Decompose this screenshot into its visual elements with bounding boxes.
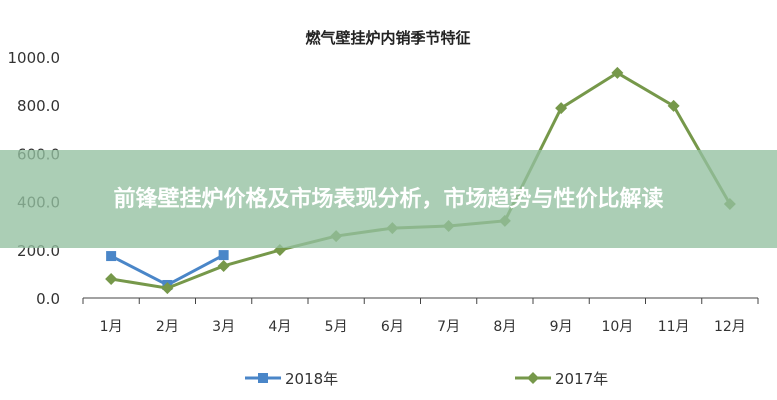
banner-text: 前锋壁挂炉价格及市场表现分析，市场趋势与性价比解读: [113, 186, 664, 212]
chart-title: 燃气壁挂炉内销季节特征: [305, 29, 470, 47]
x-tick-label: 1月: [100, 319, 123, 335]
data-point: [106, 251, 117, 262]
y-tick-label: 1000.0: [8, 49, 61, 67]
x-tick-label: 4月: [268, 319, 291, 335]
title-banner: 前锋壁挂炉价格及市场表现分析，市场趋势与性价比解读: [0, 150, 777, 248]
x-tick-label: 9月: [550, 319, 573, 335]
x-tick-label: 12月: [714, 319, 746, 335]
legend-marker: [258, 373, 268, 383]
data-point: [217, 259, 230, 272]
data-point: [105, 272, 118, 285]
data-point: [611, 66, 624, 79]
x-tick-label: 8月: [493, 319, 516, 335]
x-tick-label: 2月: [156, 319, 179, 335]
y-tick-label: 800.0: [17, 97, 60, 115]
x-tick-label: 3月: [212, 319, 235, 335]
legend-label: 2017年: [555, 370, 608, 388]
x-tick-label: 10月: [601, 319, 633, 335]
x-tick-label: 7月: [437, 319, 460, 335]
y-tick-label: 0.0: [36, 290, 60, 308]
data-point: [218, 250, 229, 261]
x-tick-label: 5月: [325, 319, 348, 335]
data-point: [555, 102, 568, 115]
data-point: [667, 99, 680, 112]
legend-marker: [527, 372, 539, 384]
x-tick-label: 6月: [381, 319, 404, 335]
legend-label: 2018年: [285, 370, 338, 388]
x-tick-label: 11月: [658, 319, 690, 335]
data-point: [161, 282, 174, 295]
